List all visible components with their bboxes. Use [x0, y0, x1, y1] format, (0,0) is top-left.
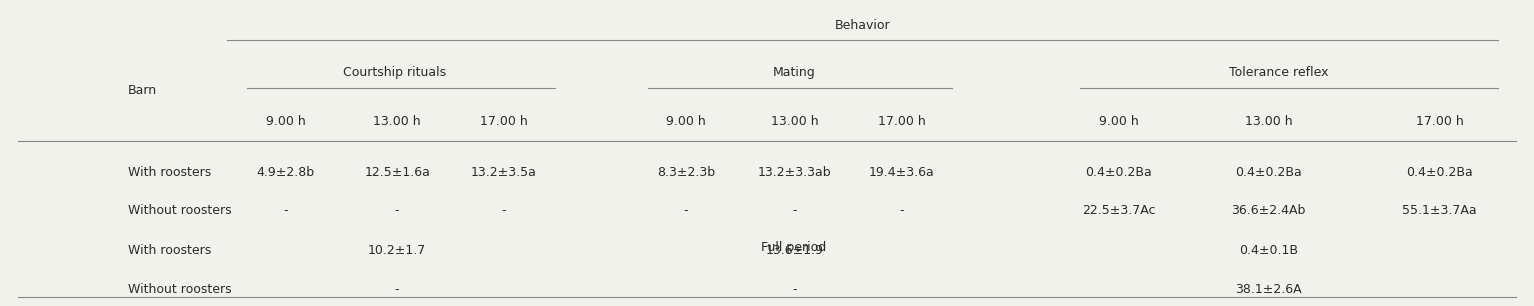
Text: 0.4±0.2Ba: 0.4±0.2Ba	[1235, 166, 1302, 179]
Text: -: -	[502, 203, 506, 217]
Text: 13.00 h: 13.00 h	[1244, 115, 1292, 129]
Text: 9.00 h: 9.00 h	[265, 115, 305, 129]
Text: -: -	[899, 203, 904, 217]
Text: With roosters: With roosters	[129, 166, 212, 179]
Text: 4.9±2.8b: 4.9±2.8b	[256, 166, 314, 179]
Text: 38.1±2.6A: 38.1±2.6A	[1235, 283, 1302, 296]
Text: 36.6±2.4Ab: 36.6±2.4Ab	[1232, 203, 1305, 217]
Text: 13.6±1.9: 13.6±1.9	[765, 244, 824, 257]
Text: 12.5±1.6a: 12.5±1.6a	[364, 166, 430, 179]
Text: 17.00 h: 17.00 h	[1416, 115, 1463, 129]
Text: 17.00 h: 17.00 h	[877, 115, 925, 129]
Text: 0.4±0.2Ba: 0.4±0.2Ba	[1085, 166, 1152, 179]
Text: Mating: Mating	[773, 66, 815, 79]
Text: 0.4±0.1B: 0.4±0.1B	[1239, 244, 1298, 257]
Text: -: -	[394, 283, 399, 296]
Text: 22.5±3.7Ac: 22.5±3.7Ac	[1081, 203, 1155, 217]
Text: 0.4±0.2Ba: 0.4±0.2Ba	[1407, 166, 1473, 179]
Text: -: -	[792, 203, 796, 217]
Text: Barn: Barn	[129, 84, 158, 97]
Text: 19.4±3.6a: 19.4±3.6a	[868, 166, 934, 179]
Text: 8.3±2.3b: 8.3±2.3b	[657, 166, 715, 179]
Text: 13.2±3.3ab: 13.2±3.3ab	[758, 166, 831, 179]
Text: With roosters: With roosters	[129, 244, 212, 257]
Text: -: -	[394, 203, 399, 217]
Text: Courtship rituals: Courtship rituals	[344, 66, 446, 79]
Text: 55.1±3.7Aa: 55.1±3.7Aa	[1402, 203, 1477, 217]
Text: Full period: Full period	[761, 241, 827, 254]
Text: -: -	[284, 203, 288, 217]
Text: Without roosters: Without roosters	[129, 283, 232, 296]
Text: 13.2±3.5a: 13.2±3.5a	[471, 166, 537, 179]
Text: 10.2±1.7: 10.2±1.7	[368, 244, 426, 257]
Text: 13.00 h: 13.00 h	[770, 115, 818, 129]
Text: -: -	[684, 203, 689, 217]
Text: Behavior: Behavior	[834, 19, 890, 32]
Text: 9.00 h: 9.00 h	[1098, 115, 1138, 129]
Text: 13.00 h: 13.00 h	[373, 115, 420, 129]
Text: Tolerance reflex: Tolerance reflex	[1229, 66, 1328, 79]
Text: Without roosters: Without roosters	[129, 203, 232, 217]
Text: -: -	[792, 283, 796, 296]
Text: 17.00 h: 17.00 h	[480, 115, 528, 129]
Text: 9.00 h: 9.00 h	[666, 115, 706, 129]
